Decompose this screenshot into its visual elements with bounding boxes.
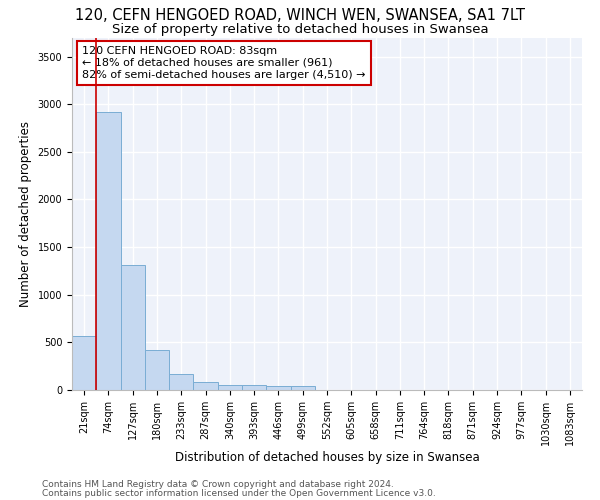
Bar bbox=[169, 374, 193, 390]
Y-axis label: Number of detached properties: Number of detached properties bbox=[19, 120, 32, 306]
Bar bbox=[121, 265, 145, 390]
Bar bbox=[72, 336, 96, 390]
Text: 120, CEFN HENGOED ROAD, WINCH WEN, SWANSEA, SA1 7LT: 120, CEFN HENGOED ROAD, WINCH WEN, SWANS… bbox=[75, 8, 525, 22]
Bar bbox=[266, 386, 290, 390]
Text: Size of property relative to detached houses in Swansea: Size of property relative to detached ho… bbox=[112, 22, 488, 36]
Bar bbox=[193, 382, 218, 390]
Bar bbox=[218, 385, 242, 390]
X-axis label: Distribution of detached houses by size in Swansea: Distribution of detached houses by size … bbox=[175, 450, 479, 464]
Text: Contains HM Land Registry data © Crown copyright and database right 2024.: Contains HM Land Registry data © Crown c… bbox=[42, 480, 394, 489]
Bar bbox=[242, 385, 266, 390]
Bar bbox=[145, 350, 169, 390]
Bar bbox=[96, 112, 121, 390]
Bar bbox=[290, 386, 315, 390]
Text: 120 CEFN HENGOED ROAD: 83sqm
← 18% of detached houses are smaller (961)
82% of s: 120 CEFN HENGOED ROAD: 83sqm ← 18% of de… bbox=[82, 46, 366, 80]
Text: Contains public sector information licensed under the Open Government Licence v3: Contains public sector information licen… bbox=[42, 489, 436, 498]
